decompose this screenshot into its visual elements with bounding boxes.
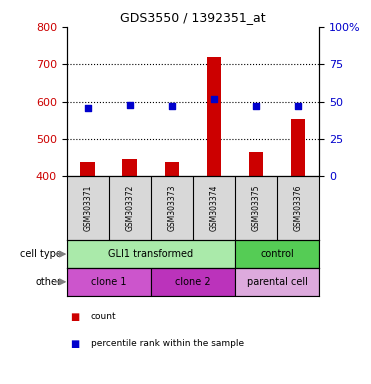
Text: other: other [36, 277, 62, 287]
Point [127, 101, 133, 108]
Text: count: count [91, 312, 116, 321]
Bar [151, 268, 235, 296]
Text: GSM303372: GSM303372 [125, 185, 134, 232]
Title: GDS3550 / 1392351_at: GDS3550 / 1392351_at [120, 11, 266, 24]
Bar [235, 240, 319, 268]
Bar [164, 162, 179, 176]
Point [253, 103, 259, 109]
Text: percentile rank within the sample: percentile rank within the sample [91, 339, 244, 348]
Bar [207, 57, 221, 176]
Bar [249, 152, 263, 176]
Text: GSM303376: GSM303376 [293, 185, 302, 232]
Bar [290, 119, 305, 176]
Text: control: control [260, 249, 294, 259]
Bar [67, 240, 235, 268]
Text: GSM303374: GSM303374 [210, 185, 219, 232]
Bar [235, 268, 319, 296]
Point [85, 104, 91, 111]
Point [211, 96, 217, 102]
Text: ■: ■ [70, 312, 80, 322]
Text: clone 1: clone 1 [91, 277, 127, 287]
Bar [81, 162, 95, 176]
Text: cell type: cell type [20, 249, 62, 259]
Text: clone 2: clone 2 [175, 277, 211, 287]
Point [169, 103, 175, 109]
Text: GSM303375: GSM303375 [252, 185, 260, 232]
Bar [67, 268, 151, 296]
Bar [122, 159, 137, 176]
Text: ■: ■ [70, 339, 80, 349]
Text: parental cell: parental cell [247, 277, 308, 287]
Text: GSM303371: GSM303371 [83, 185, 92, 232]
Point [295, 103, 301, 109]
Text: GSM303373: GSM303373 [167, 185, 176, 232]
Text: GLI1 transformed: GLI1 transformed [108, 249, 193, 259]
